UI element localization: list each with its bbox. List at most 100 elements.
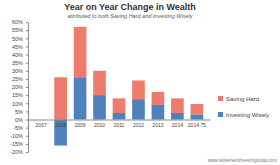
- x-tick: 2011: [114, 120, 125, 129]
- y-tick: 45%: [12, 44, 28, 50]
- y-tick-label: -10%: [10, 133, 23, 139]
- y-tick-mark: [26, 111, 28, 112]
- x-tick: 2010: [94, 120, 105, 129]
- y-tick: -20%: [10, 149, 28, 155]
- y-tick: -10%: [10, 133, 28, 139]
- y-tick: 30%: [12, 68, 28, 74]
- bar: [191, 115, 204, 120]
- title: Year on Year Change in Wealth: [64, 2, 196, 12]
- y-tick-label: 0%: [15, 117, 23, 123]
- bar: [74, 27, 87, 77]
- y-tick-label: 35%: [12, 60, 23, 66]
- x-axis: 2007 2008 2009 2010 2011 2012 2013 2014 2014 75: [29, 120, 211, 129]
- legend-item: Saving Hard: [218, 96, 259, 102]
- y-tick-mark: [26, 87, 28, 88]
- y-tick-label: -20%: [10, 149, 23, 155]
- y-tick: -15%: [10, 141, 28, 147]
- y-tick-label: 50%: [12, 36, 23, 42]
- legend: Saving Hard Investing Wisely: [218, 96, 269, 118]
- bar: [171, 113, 184, 120]
- y-tick-mark: [26, 46, 28, 47]
- x-tick: 2009: [75, 120, 86, 129]
- y-tick-label: 45%: [12, 44, 23, 50]
- chart: Year on Year Change in Wealthattributed …: [0, 0, 280, 165]
- y-tick-mark: [26, 95, 28, 96]
- x-tick: 2012: [133, 120, 144, 129]
- y-tick-mark: [26, 38, 28, 39]
- y-tick-mark: [26, 79, 28, 80]
- y-tick-label: -15%: [10, 141, 23, 147]
- y-tick-label: -5%: [13, 125, 23, 131]
- legend-label: Saving Hard: [226, 96, 259, 102]
- y-tick: 25%: [12, 76, 28, 82]
- bar: [171, 98, 184, 113]
- y-tick-mark: [26, 103, 28, 104]
- y-tick-mark: [26, 55, 28, 56]
- y-tick-mark: [26, 136, 28, 137]
- x-tick: 2007: [36, 120, 47, 129]
- x-tick: 2014 75: [188, 120, 206, 129]
- x-tick: 2014: [172, 120, 183, 129]
- legend-item: Investing Wisely: [218, 112, 269, 118]
- x-tick-label: 2013: [152, 122, 163, 128]
- y-tick: 55%: [12, 27, 28, 33]
- y-tick: 35%: [12, 60, 28, 66]
- y-tick-label: 5%: [15, 109, 23, 115]
- y-tick: 10%: [12, 101, 28, 107]
- y-tick: 50%: [12, 36, 28, 42]
- bar: [74, 77, 87, 119]
- plot: -20% -15% -10% -5% 0% 5% 10% 15% 20% 25% 30% 35% 40%…: [10, 19, 210, 155]
- subtitle: attributed to both Saving Hard and Inves…: [68, 13, 194, 19]
- y-tick-label: 30%: [12, 68, 23, 74]
- x-tick-label: 2014: [172, 122, 183, 128]
- bar: [132, 99, 145, 119]
- y-tick-label: 25%: [12, 76, 23, 82]
- y-tick-mark: [26, 22, 28, 23]
- legend-swatch: [218, 96, 223, 101]
- legend-swatch: [218, 112, 223, 117]
- x-tick-label: 2010: [94, 122, 105, 128]
- annotation: www.retirementinvestingtoday.com: [208, 158, 277, 163]
- y-tick: 0%: [15, 117, 28, 123]
- bar: [113, 98, 126, 113]
- y-axis-line: [28, 23, 29, 153]
- y-tick-label: 60%: [12, 19, 23, 25]
- x-tick-label: 2012: [133, 122, 144, 128]
- x-tick-label: 2014 75: [188, 122, 206, 128]
- bar: [113, 113, 126, 120]
- y-tick: 40%: [12, 52, 28, 58]
- x-tick-label: 2009: [75, 122, 86, 128]
- bars: [54, 27, 203, 146]
- x-tick: 2008: [55, 120, 66, 129]
- bar: [54, 77, 67, 119]
- y-axis: -20% -15% -10% -5% 0% 5% 10% 15% 20% 25% 30% 35% 40%…: [10, 19, 28, 155]
- y-tick: 60%: [12, 19, 28, 25]
- y-tick-label: 15%: [12, 92, 23, 98]
- bar: [152, 92, 165, 105]
- y-tick-mark: [26, 152, 28, 153]
- y-tick: 15%: [12, 92, 28, 98]
- bar: [93, 95, 106, 119]
- x-tick-label: 2008: [55, 122, 66, 128]
- bar: [54, 120, 67, 146]
- x-tick-label: 2007: [36, 122, 47, 128]
- y-tick-label: 55%: [12, 27, 23, 33]
- y-tick-label: 40%: [12, 52, 23, 58]
- y-tick-mark: [26, 71, 28, 72]
- y-tick: 5%: [15, 109, 28, 115]
- y-tick-label: 20%: [12, 84, 23, 90]
- x-axis-line: [29, 120, 211, 121]
- y-tick-mark: [26, 120, 28, 121]
- y-tick-mark: [26, 144, 28, 145]
- y-tick: 20%: [12, 84, 28, 90]
- bar: [93, 71, 106, 95]
- y-tick: -5%: [13, 125, 28, 131]
- x-tick: 2013: [152, 120, 163, 129]
- bar: [132, 81, 145, 100]
- legend-label: Investing Wisely: [226, 112, 269, 118]
- x-tick-label: 2011: [114, 122, 125, 128]
- y-tick-mark: [26, 63, 28, 64]
- bar: [191, 104, 204, 115]
- bar: [152, 105, 165, 120]
- y-tick-mark: [26, 128, 28, 129]
